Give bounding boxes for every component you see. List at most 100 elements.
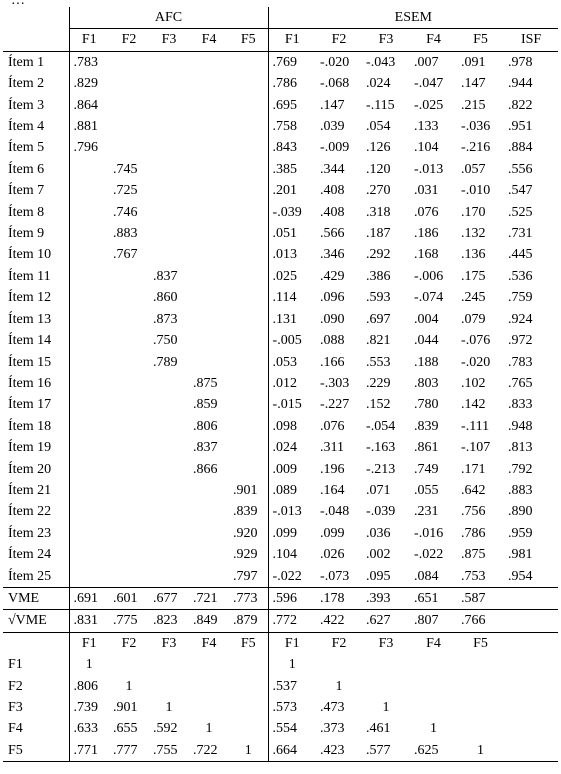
afc-cell: .775 xyxy=(109,609,149,633)
esem-cell: .098 xyxy=(272,418,298,434)
esem-cell: .175 xyxy=(461,268,486,284)
row-label: Ítem 17 xyxy=(3,394,70,416)
esem-cell: .803 xyxy=(414,375,439,391)
esem-cell: .096 xyxy=(320,290,345,306)
row-label: Ítem 24 xyxy=(3,544,70,566)
corr-esem-cell xyxy=(457,676,504,697)
esem-cell: .164 xyxy=(320,482,345,498)
row-label: Ítem 23 xyxy=(3,522,70,545)
corr-afc-cell: 1 xyxy=(229,739,269,763)
esem-cell: .792 xyxy=(508,461,533,477)
item-row: Ítem 10 .767 .013 .346 .292 .168 .136 .445 xyxy=(3,244,558,266)
corr-esem-cell xyxy=(457,654,504,675)
esem-cell: .025 xyxy=(272,268,298,284)
afc-cell xyxy=(109,309,149,330)
afc-cell xyxy=(69,394,109,415)
col-header-esem-f5: F5 xyxy=(457,28,505,52)
esem-cell: .627 xyxy=(362,609,411,633)
esem-cell: .168 xyxy=(414,247,439,263)
esem-cell: .786 xyxy=(272,76,298,92)
afc-cell: .823 xyxy=(149,609,189,633)
row-label: Ítem 19 xyxy=(3,437,70,459)
afc-cell xyxy=(189,223,229,244)
esem-cell: -.115 xyxy=(366,97,395,113)
esem-cell: -.022 xyxy=(414,547,444,563)
corr-header-esem: F2 xyxy=(316,631,363,655)
esem-cell: .765 xyxy=(508,375,533,391)
afc-cell: .773 xyxy=(229,586,269,611)
row-label: F1 xyxy=(3,654,70,676)
afc-cell xyxy=(229,223,269,245)
esem-cell: .822 xyxy=(508,97,533,113)
afc-cell xyxy=(229,180,269,202)
afc-cell xyxy=(69,416,109,437)
corr-esem-cell: 1 xyxy=(430,721,438,737)
corr-afc-cell: 1 xyxy=(165,700,173,715)
corr-esem-cell: .461 xyxy=(366,721,391,737)
esem-cell: .553 xyxy=(366,354,391,370)
esem-cell: -.227 xyxy=(320,397,350,413)
esem-cell: .136 xyxy=(461,247,486,263)
col-header-afc-f3: F3 xyxy=(149,28,189,52)
afc-cell xyxy=(189,287,229,308)
esem-cell: .187 xyxy=(366,226,391,242)
esem-cell: .104 xyxy=(272,547,298,563)
afc-cell xyxy=(189,116,229,137)
col-header-afc-f2: F2 xyxy=(109,28,149,52)
esem-cell: .525 xyxy=(508,204,533,220)
afc-cell xyxy=(149,437,189,458)
row-label: F4 xyxy=(3,718,70,740)
afc-cell: .831 xyxy=(69,609,109,633)
esem-cell: -.303 xyxy=(320,375,350,391)
row-label: VME xyxy=(3,586,70,611)
row-label: Ítem 2 xyxy=(3,73,70,95)
afc-cell: .864 xyxy=(73,97,99,113)
item-row: Ítem 25 .797 -.022 -.073 .095 .084 .753 .954 xyxy=(3,565,558,588)
item-row: Ítem 5.796 .843 -.009 .126 .104 -.216 .884 xyxy=(3,137,558,159)
afc-cell xyxy=(189,330,229,351)
afc-cell: .829 xyxy=(73,76,99,92)
column-header-row: F1 F2 F3 F4 F5 F1 F2 F3 F4 F5 ISF xyxy=(3,28,559,52)
row-label: √VME xyxy=(3,609,70,633)
esem-cell: .166 xyxy=(320,354,345,370)
corr-afc-cell xyxy=(229,654,269,676)
corr-afc-cell: 1 xyxy=(85,657,93,673)
esem-cell: .270 xyxy=(366,183,391,199)
row-label: Ítem 21 xyxy=(3,479,70,502)
afc-cell xyxy=(109,566,149,588)
afc-cell xyxy=(229,51,269,74)
afc-cell: .901 xyxy=(229,479,269,502)
corr-esem-cell: 1 xyxy=(457,739,505,763)
esem-cell: .090 xyxy=(320,311,345,327)
corr-esem-cell: 1 xyxy=(288,657,296,673)
row-label: Ítem 15 xyxy=(3,351,70,373)
esem-cell: -.213 xyxy=(366,461,396,477)
esem-cell: .053 xyxy=(272,354,298,370)
corr-esem-cell: 1 xyxy=(382,700,390,715)
afc-cell: .839 xyxy=(229,501,269,523)
afc-cell xyxy=(149,95,189,116)
row-label: Ítem 12 xyxy=(3,287,70,309)
esem-cell: .587 xyxy=(457,586,505,611)
afc-cell xyxy=(229,394,269,416)
row-label: Ítem 22 xyxy=(3,501,70,523)
corr-esem-cell: .473 xyxy=(320,700,345,715)
afc-cell xyxy=(109,51,149,73)
corr-afc-cell: 1 xyxy=(205,721,213,737)
esem-cell: .089 xyxy=(272,482,298,498)
afc-cell xyxy=(189,137,229,158)
afc-cell: .873 xyxy=(153,311,178,327)
afc-cell xyxy=(229,244,269,266)
item-row: Ítem 14 .750 -.005 .088 .821 .044 -.076 .972 xyxy=(3,330,558,352)
corr-esem-cell xyxy=(362,654,410,675)
esem-cell: .245 xyxy=(461,290,486,306)
esem-cell: -.020 xyxy=(320,54,350,70)
afc-cell xyxy=(109,480,149,501)
esem-cell: .131 xyxy=(272,311,298,327)
item-row: Ítem 8 .746 -.039 .408 .318 .076 .170 .525 xyxy=(3,201,558,224)
item-row: Ítem 9 .883 .051 .566 .187 .186 .132 .731 xyxy=(3,223,558,245)
afc-cell xyxy=(149,116,189,137)
items-body: Ítem 1.783.769 -.020 -.043.007.091.978 Ítem… xyxy=(3,51,558,588)
afc-cell xyxy=(149,244,189,265)
esem-cell: .346 xyxy=(320,247,345,263)
